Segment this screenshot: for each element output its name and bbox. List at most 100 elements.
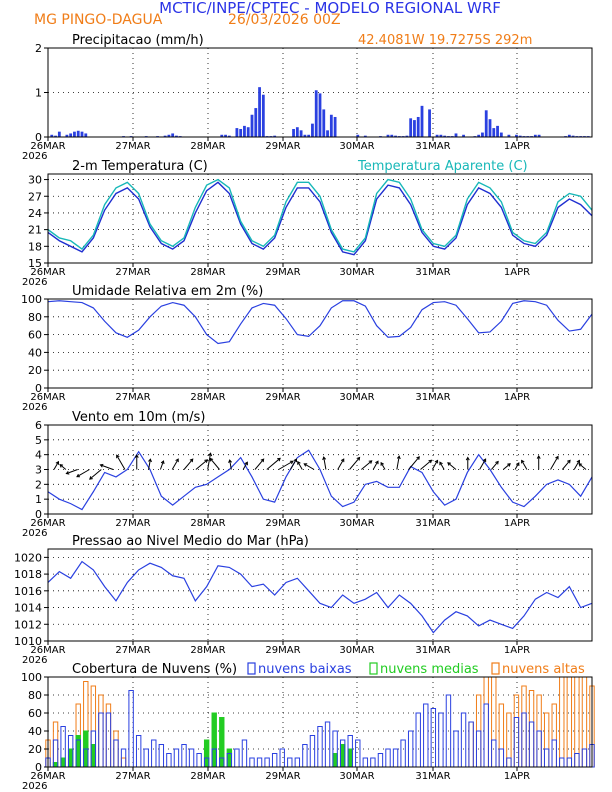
cloud-bar-high: [52, 721, 59, 768]
cloud-bar-low: [181, 744, 187, 768]
precip-bar: [295, 127, 299, 137]
wind-arrow: [491, 461, 499, 470]
temp-ytick-label: 24: [28, 207, 42, 220]
cloud-bar-low: [423, 703, 429, 768]
legend-label-low: nuvens baixas: [258, 662, 352, 677]
slp-ytick-label: 1014: [14, 602, 42, 615]
slp-title: Pressao ao Nivel Medio do Mar (hPa): [72, 534, 309, 549]
precip-xtick-label: 27MAR: [115, 141, 150, 152]
cloud-bar-low: [415, 712, 421, 768]
wind-arrow-head: [578, 463, 583, 467]
cloud-bar-low: [543, 748, 550, 768]
rh-series-line: [47, 300, 593, 345]
cloud-bar-mid: [339, 744, 346, 768]
wind-arrow-head: [99, 463, 104, 468]
wind-arrow: [66, 469, 78, 475]
wind-arrow-head: [209, 457, 214, 462]
cloud-bar-low: [279, 748, 285, 768]
precip-bar: [57, 131, 61, 137]
precip-ytick-label: 0: [35, 131, 42, 144]
cloud-bar-high: [528, 690, 535, 768]
cloud-bar-low: [498, 748, 505, 768]
clouds-ytick-label: 20: [28, 743, 42, 756]
clouds-xtick-label: 1APR: [504, 771, 530, 782]
slp-year-label: 2026: [22, 655, 47, 666]
wind-ytick-label: 6: [35, 419, 42, 432]
clouds-xtick-label: 28MAR: [190, 771, 225, 782]
wind-xtick-label: 29MAR: [265, 518, 300, 529]
wind-arrow-head: [228, 459, 233, 464]
rh-ytick-label: 40: [28, 346, 42, 359]
clouds-panel: 0 20 40 60 80 100 26MAR 27MAR 28MAR 29MAR 30MAR 31M…: [21, 662, 595, 792]
precip-bar: [80, 131, 84, 137]
wind-arrow-head: [204, 459, 209, 463]
precip-bar: [567, 134, 571, 137]
cloud-bar-low: [453, 730, 459, 768]
slp-xtick-label: 26MAR: [30, 645, 65, 656]
wind-arrow-head: [567, 459, 571, 464]
precip-xtick-label: 26MAR: [30, 141, 65, 152]
temp-ytick-label: 18: [28, 240, 42, 253]
wind-arrow-head: [380, 461, 384, 466]
temp-year-label: 2026: [22, 277, 47, 288]
wind-arrow-head: [434, 459, 439, 464]
precip-title: Precipitacao (mm/h): [72, 33, 204, 48]
wind-arrow: [514, 462, 520, 470]
wind-arrow: [439, 461, 445, 470]
wind-arrow: [254, 458, 265, 470]
precip-bar: [435, 134, 439, 137]
precip-bar: [307, 134, 311, 137]
precip-bar: [356, 134, 360, 137]
cloud-bar-low: [528, 721, 535, 768]
slp-panel: 1010 1012 1014 1016 1018 1020 26MAR 27MAR 28MAR 2…: [14, 534, 593, 666]
cloud-bar-low: [173, 748, 180, 768]
wind-arrow: [380, 462, 386, 470]
wind-arrow-head: [515, 462, 520, 467]
precip-bar: [243, 125, 246, 137]
temp-ytick-label: 15: [28, 257, 42, 270]
wind-arrow-head: [160, 460, 165, 465]
cloud-bar-low: [377, 753, 384, 768]
cloud-bar-low: [234, 748, 240, 768]
cloud-bar-low: [385, 748, 391, 768]
cloud-bar-low: [256, 757, 263, 768]
precip-bar: [533, 134, 537, 137]
wind-arrow: [297, 461, 303, 470]
precip-xtick-label: 28MAR: [190, 141, 225, 152]
precip-bar: [462, 134, 465, 137]
wind-arrow-head: [303, 463, 308, 467]
wind-ytick-label: 0: [35, 508, 42, 521]
rh-frame: [47, 298, 593, 389]
wind-arrow-head: [416, 456, 420, 460]
legend-swatch-high: [491, 662, 500, 675]
precip-bar: [163, 135, 167, 137]
precip-xtick-label: 1APR: [504, 141, 530, 152]
precip-xtick-label: 30MAR: [339, 141, 374, 152]
wind-arrow: [479, 458, 487, 470]
cloud-bar-low: [551, 739, 557, 768]
wind-arrow: [303, 463, 315, 470]
wind-arrow: [229, 459, 232, 470]
rh-panel: 0 20 40 60 80 100 26MAR 27MAR 28MAR 29MAR 30MAR 31M…: [21, 284, 593, 413]
header-location: MG PINGO-DAGUA: [34, 12, 163, 28]
slp-ytick-label: 1020: [14, 551, 42, 564]
wind-arrow: [323, 457, 327, 470]
slp-xtick-label: 30MAR: [339, 645, 374, 656]
temp-frame: [47, 173, 593, 264]
wind-arrow-head: [447, 462, 451, 466]
wind-arrow: [278, 460, 294, 470]
clouds-ytick-label: 100: [21, 671, 42, 684]
rh-xtick-label: 28MAR: [190, 392, 225, 403]
wind-arrow-head: [293, 458, 297, 463]
wind-arrow-head: [148, 458, 152, 463]
precip-bar: [261, 94, 265, 137]
precip-bar: [299, 130, 303, 137]
precip-bar: [409, 118, 413, 137]
cloud-bar-low: [196, 753, 202, 768]
cloud-bar-low: [166, 753, 172, 768]
wind-xtick-label: 1APR: [504, 518, 530, 529]
temp-series-line: [47, 181, 593, 256]
cloud-bar-high: [120, 757, 127, 768]
precip-bar: [246, 127, 250, 137]
precip-bar: [311, 123, 314, 137]
